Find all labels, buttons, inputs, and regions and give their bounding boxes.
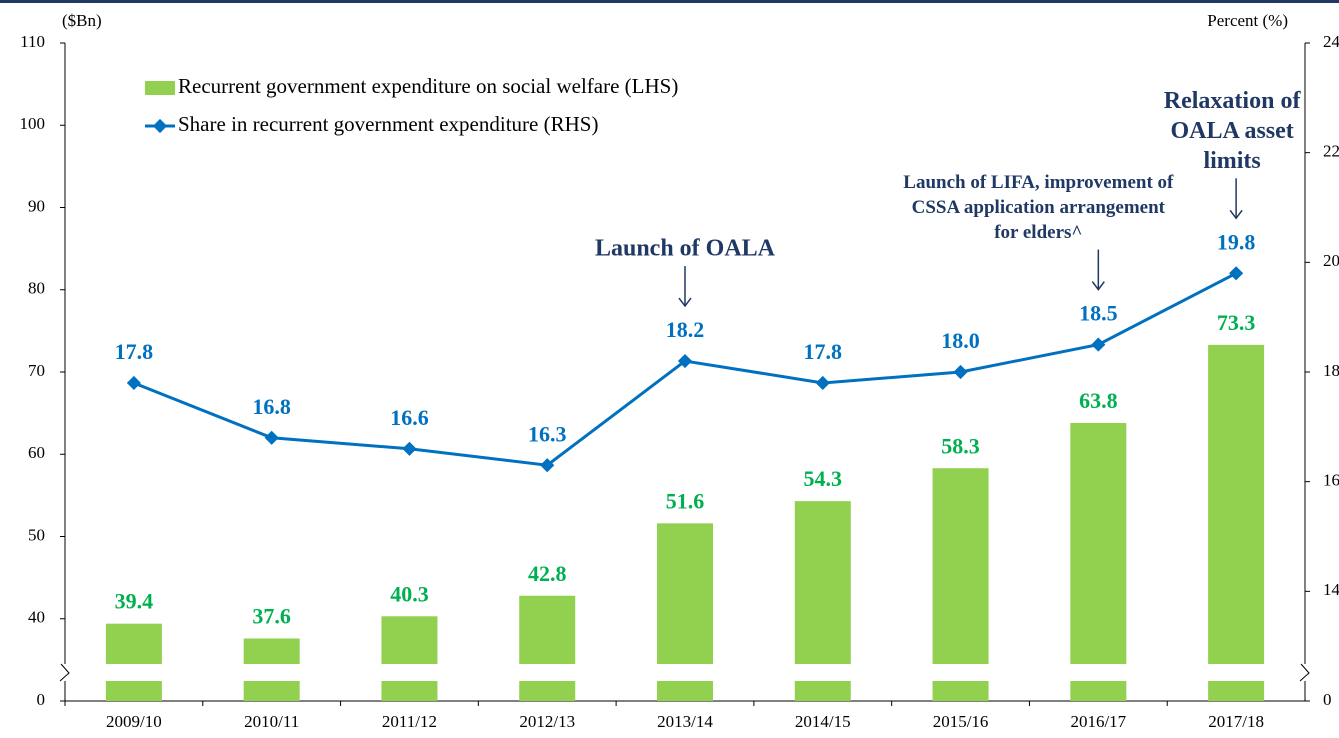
top-border — [0, 0, 1339, 3]
x-tick-label: 2017/18 — [1208, 712, 1264, 731]
legend-swatch — [145, 81, 175, 95]
line-marker — [540, 458, 555, 473]
annotation: for elders^ — [994, 222, 1082, 243]
bar-value-label: 54.3 — [804, 466, 843, 491]
bar-value-label: 58.3 — [941, 433, 980, 458]
y2-tick-label: 24 — [1323, 32, 1339, 51]
line-marker — [402, 441, 417, 456]
bar-value-label: 40.3 — [390, 581, 429, 606]
y-axis-unit: ($Bn) — [62, 11, 102, 30]
x-tick-label: 2013/14 — [657, 712, 713, 731]
y-tick-label: 50 — [28, 525, 45, 544]
y2-tick-label: 22 — [1323, 142, 1339, 161]
y2-tick-label: 16 — [1323, 471, 1339, 490]
annotation: Relaxation of — [1164, 88, 1302, 114]
line-marker — [815, 375, 830, 391]
bar-value-label: 73.3 — [1217, 310, 1256, 335]
axis-break-mark — [59, 663, 70, 682]
x-tick-label: 2012/13 — [519, 712, 575, 731]
annotation-arrowhead — [1229, 209, 1243, 220]
line-marker — [264, 430, 279, 445]
y-tick-label: 100 — [20, 114, 46, 133]
y2-tick-label: 0 — [1323, 690, 1332, 709]
bar — [932, 468, 989, 701]
annotation: CSSA application arrangement — [912, 197, 1166, 218]
axis-break-gap — [66, 664, 1304, 681]
y2-tick-label: 14 — [1323, 580, 1339, 599]
x-tick-label: 2015/16 — [933, 712, 989, 731]
bar — [519, 595, 576, 701]
line-value-label: 19.8 — [1217, 229, 1256, 254]
axis-break-gap — [1299, 664, 1311, 681]
line-value-label: 18.2 — [666, 317, 705, 342]
annotation: Launch of OALA — [595, 236, 776, 262]
y-tick-label: 40 — [28, 608, 45, 627]
bar — [105, 623, 162, 701]
line-value-label: 16.8 — [252, 394, 291, 419]
annotation-arrowhead — [678, 297, 692, 308]
line-marker — [126, 375, 141, 391]
x-tick-label: 2016/17 — [1070, 712, 1126, 731]
x-tick-label: 2010/11 — [244, 712, 299, 731]
line-value-label: 16.6 — [390, 405, 429, 430]
x-tick-label: 2009/10 — [106, 712, 162, 731]
legend-label: Recurrent government expenditure on soci… — [178, 74, 678, 98]
bar-value-label: 63.8 — [1079, 388, 1118, 413]
line-value-label: 18.5 — [1079, 301, 1118, 326]
annotation-arrowhead — [1091, 281, 1105, 291]
line-value-label: 18.0 — [941, 328, 980, 353]
annotation: OALA asset — [1170, 118, 1293, 144]
bar-value-label: 39.4 — [115, 589, 154, 614]
annotation: Launch of LIFA, improvement of — [903, 172, 1174, 193]
y-tick-label: 0 — [37, 690, 46, 709]
y-tick-label: 60 — [28, 443, 45, 462]
y-tick-label: 110 — [20, 32, 45, 51]
line-value-label: 17.8 — [115, 339, 154, 364]
line-marker — [1229, 266, 1244, 281]
line-value-label: 16.3 — [528, 421, 567, 446]
y-tick-label: 70 — [28, 361, 45, 380]
bar — [1070, 422, 1127, 701]
axis-break-gap — [59, 664, 71, 681]
bar — [1208, 344, 1265, 701]
line-value-label: 17.8 — [804, 339, 843, 364]
y2-tick-label: 20 — [1323, 251, 1339, 270]
legend-swatch — [152, 118, 168, 134]
annotation: limits — [1203, 148, 1260, 174]
line-marker — [1091, 337, 1106, 352]
x-tick-label: 2014/15 — [795, 712, 851, 731]
bar-value-label: 42.8 — [528, 561, 567, 586]
axis-break-mark — [1299, 663, 1310, 682]
line-marker — [677, 353, 693, 369]
bar-value-label: 51.6 — [666, 488, 705, 513]
bar — [381, 616, 438, 701]
y-tick-label: 90 — [28, 196, 45, 215]
x-tick-label: 2011/12 — [382, 712, 437, 731]
y2-axis-unit: Percent (%) — [1207, 11, 1288, 30]
bar-value-label: 37.6 — [252, 604, 291, 629]
line-marker — [953, 364, 968, 380]
y2-tick-label: 18 — [1323, 361, 1339, 380]
y-tick-label: 80 — [28, 279, 45, 298]
legend-label: Share in recurrent government expenditur… — [178, 112, 598, 136]
